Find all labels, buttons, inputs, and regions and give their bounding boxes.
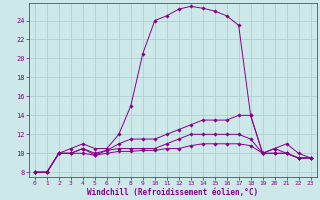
X-axis label: Windchill (Refroidissement éolien,°C): Windchill (Refroidissement éolien,°C) bbox=[87, 188, 258, 197]
